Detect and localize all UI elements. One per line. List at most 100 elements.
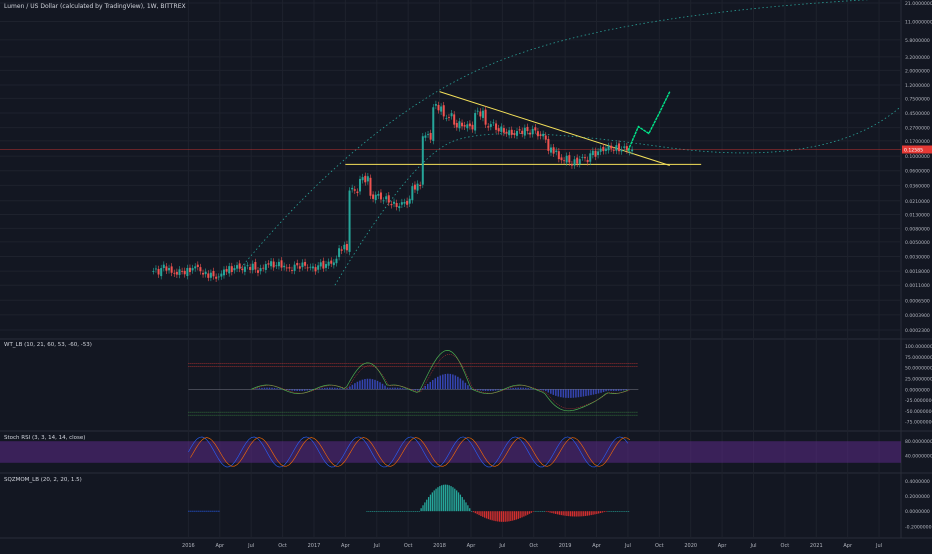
wt-histogram-bar: [548, 389, 550, 392]
candle-body: [618, 143, 620, 151]
wt-histogram-bar: [329, 388, 331, 390]
wt-histogram-bar: [289, 389, 291, 390]
wt-histogram-bar: [394, 388, 396, 390]
candle-body: [189, 268, 191, 272]
candle-body: [210, 273, 212, 278]
wt-histogram-bar: [455, 375, 457, 389]
candle-body: [286, 268, 288, 269]
wt-histogram-bar: [543, 389, 545, 390]
mom-bar: [534, 511, 535, 512]
time-tick-label: Jul: [373, 543, 380, 549]
wt-histogram-bar: [357, 382, 359, 390]
mom-bar: [477, 511, 478, 514]
mom-bar: [420, 508, 421, 511]
candle-body: [158, 269, 160, 275]
candle-body: [335, 259, 337, 263]
candle-body: [354, 189, 356, 190]
mom-bar: [563, 511, 564, 515]
mom-bar: [503, 511, 504, 522]
candle-body: [398, 206, 400, 208]
candle-body: [257, 270, 259, 273]
price-tick-label: 5.8000000: [905, 38, 930, 44]
candle-body: [597, 151, 599, 155]
mom-bar: [437, 487, 438, 511]
candle-body: [571, 164, 573, 165]
candle-body: [417, 184, 419, 191]
candle-body: [424, 135, 426, 137]
candle-body: [197, 265, 199, 267]
time-tick-label: Apr: [592, 543, 602, 549]
wt-histogram-bar: [507, 389, 509, 390]
mom-bar: [546, 511, 547, 512]
lower-arc-curve: [335, 107, 900, 285]
wt-histogram-bar: [608, 389, 610, 390]
candle-body: [163, 265, 165, 268]
mom-bar: [607, 511, 608, 512]
wt-histogram-bar: [384, 386, 386, 390]
wt-histogram-bar: [342, 389, 344, 390]
candle-body: [526, 127, 528, 131]
candle-body: [299, 266, 301, 268]
candle-body: [176, 272, 178, 275]
mom-bar: [462, 497, 463, 511]
candle-body: [377, 194, 379, 196]
candle-body: [244, 267, 246, 272]
mom-bar: [478, 511, 479, 515]
mom-bar: [604, 511, 605, 512]
candle-body: [220, 274, 222, 277]
candle-body: [369, 178, 371, 196]
candle-body: [341, 249, 343, 250]
price-tick-label: 0.7500000: [905, 96, 930, 102]
last-price-label: 0.12585: [904, 148, 923, 154]
wt-histogram-bar: [309, 389, 311, 390]
candle-body: [333, 262, 335, 265]
wt-histogram-bar: [266, 388, 268, 390]
candle-body: [328, 262, 330, 266]
time-tick-label: Jul: [624, 543, 631, 549]
wt-histogram-bar: [276, 388, 278, 389]
candle-body: [435, 104, 437, 106]
price-tick-label: 0.0030000: [905, 254, 930, 260]
wt-histogram-bar: [432, 380, 434, 389]
mom-bar: [491, 511, 492, 520]
wt-histogram-bar: [364, 379, 366, 389]
wt-histogram-bar: [553, 389, 555, 395]
wt-histogram-bar: [435, 378, 437, 389]
mom-bar: [452, 487, 453, 511]
wt-histogram-bar: [417, 389, 419, 390]
candle-body: [270, 261, 272, 266]
mom-bar: [628, 511, 629, 512]
wt-histogram-bar: [487, 389, 489, 391]
mom-bar: [533, 511, 534, 512]
wt-histogram-bar: [264, 388, 266, 390]
mom-bar: [609, 511, 610, 512]
wt-histogram-bar: [256, 388, 258, 389]
candle-body: [524, 128, 526, 136]
mom-bar: [394, 511, 395, 512]
mom-tick-label: -0.2000000: [905, 524, 932, 530]
mom-bar: [510, 511, 511, 521]
candle-body: [304, 262, 306, 266]
candle-body: [309, 267, 311, 268]
mom-bar: [488, 511, 489, 519]
mom-tick-label: 0.0000000: [905, 509, 930, 515]
wt-histogram-bar: [610, 389, 612, 391]
candle-body: [194, 266, 196, 268]
mom-bar: [493, 511, 494, 521]
time-tick-label: Jul: [247, 543, 254, 549]
mom-bar: [447, 485, 448, 511]
wt-tick-label: 75.0000000: [905, 355, 932, 361]
mom-bar: [426, 500, 427, 512]
candle-body: [338, 248, 340, 257]
wt-histogram-bar: [497, 389, 499, 390]
candle-body: [181, 271, 183, 272]
mom-bar: [521, 511, 522, 517]
wt-histogram-bar: [563, 389, 565, 397]
candle-body: [513, 133, 515, 135]
mom-bar: [480, 511, 481, 516]
candle-body: [218, 277, 220, 278]
wt-histogram-bar: [477, 389, 479, 390]
mom-bar: [443, 485, 444, 511]
